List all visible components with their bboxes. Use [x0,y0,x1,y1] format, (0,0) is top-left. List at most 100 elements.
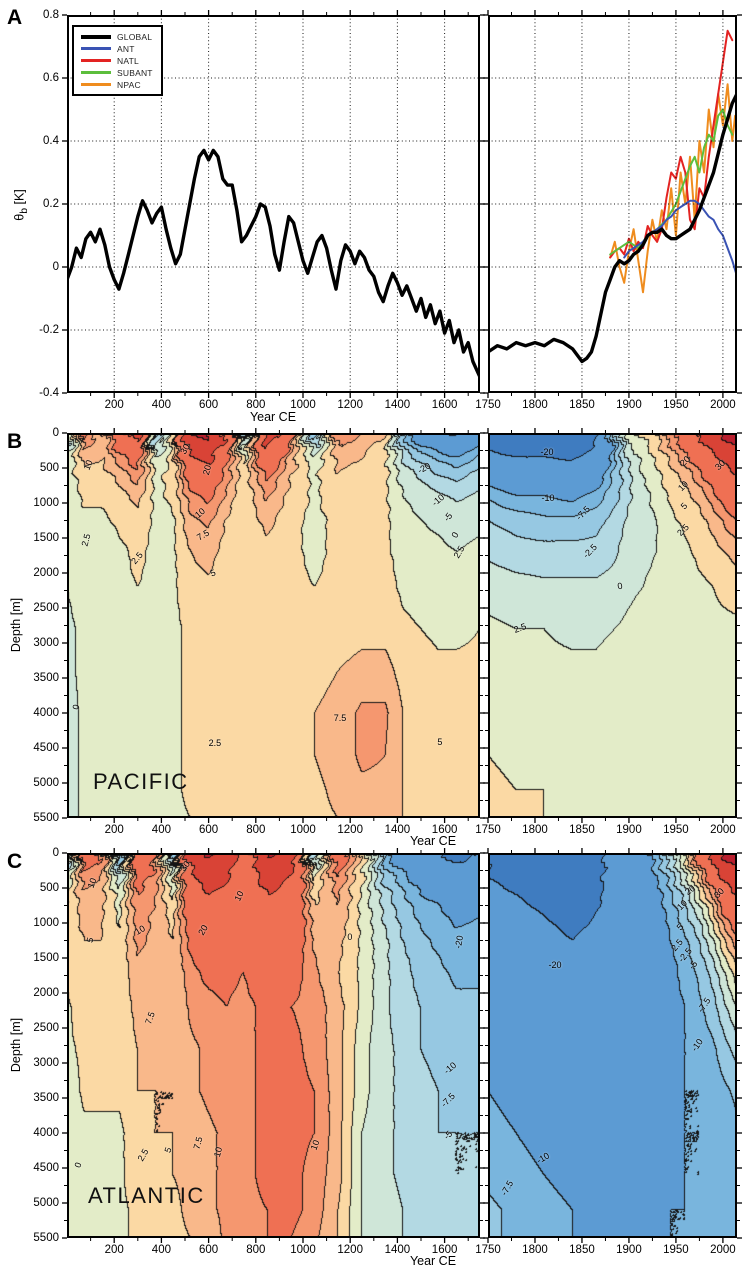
x-tick-label: 1950 [663,824,689,836]
panel-c-letter: C [7,850,23,873]
x-tick-label: 2000 [710,1244,736,1256]
y-tick-label: 500 [39,882,59,894]
y-tick-label: 0 [52,261,59,273]
x-tick-label: 1800 [522,399,548,411]
contour-label: -20 [540,446,554,457]
y-tick-label: 1500 [33,532,59,544]
y-tick-label: 0 [52,427,59,439]
y-tick-label: 4500 [33,742,59,754]
legend-entry-npac: NPAC [81,80,153,90]
pacific-contour-canvas-right [488,433,737,818]
legend-line-swatch [81,47,111,50]
x-tick-label: 600 [199,399,219,411]
x-tick-label: 800 [246,1244,266,1256]
panel-b-left-plot: PACIFIC 10 2.5 30 20 10 7.5 2.5 5 2.5 0 7.5 5 -20 -10… [62,428,485,823]
x-tick-label: 1750 [475,1244,501,1256]
x-tick-label: 1850 [569,1244,595,1256]
x-tick-label: 200 [104,824,124,836]
x-tick-label: 800 [246,399,266,411]
theta-unit: [K] [12,189,27,209]
y-tick-label: 2500 [33,1022,59,1034]
legend-line-swatch [81,59,111,62]
panel-b-letter: B [7,430,23,453]
axis-ticks [62,428,485,823]
axis-ticks [62,848,485,1243]
y-tick-label: 1000 [33,917,59,929]
theta-symbol: θ [12,213,27,221]
y-tick-label: 0 [52,847,59,859]
axis-ticks [483,10,742,398]
series-global [488,92,737,364]
y-tick-label: 3500 [33,672,59,684]
y-tick-label: 2500 [33,602,59,614]
legend-label: ANT [117,43,135,54]
legend-label: GLOBAL [117,31,153,42]
y-tick-label: 0.4 [43,135,59,147]
pacific-label: PACIFIC [93,769,189,794]
y-tick-label: 1000 [33,497,59,509]
panel-c-left-plot: ATLANTIC 10 5 10 30 20 10 7.5 0 -20 -10 -7.5 -5 0 2.5… [62,848,485,1243]
x-tick-label: 1200 [337,1244,363,1256]
panel-a-ylabel: θb [K] [12,189,30,221]
legend: GLOBAL ANT NATL SUBANT NPAC [72,25,163,96]
x-tick-label: 1600 [431,1244,458,1256]
x-tick-label: 1400 [384,824,411,836]
x-tick-label: 1750 [475,399,501,411]
contour-label: 0 [347,931,353,942]
legend-entry-global: GLOBAL [81,31,153,42]
line-chart [67,148,480,379]
x-tick-label: 1400 [384,1244,411,1256]
y-tick-label: 0.6 [43,72,59,84]
x-tick-label: 1000 [290,824,316,836]
legend-entry-subant: SUBANT [81,68,153,78]
x-tick-label: 400 [151,399,171,411]
panel-a-left-plot: GLOBAL ANT NATL SUBANT NPAC [62,10,485,398]
y-tick-label: 0.2 [43,198,59,210]
x-tick-label: 600 [199,1244,219,1256]
y-tick-label: 4500 [33,1162,59,1174]
x-tick-label: 2000 [710,399,736,411]
series-subant [609,108,734,256]
x-tick-label: 1800 [522,824,548,836]
legend-label: NATL [117,55,139,66]
atlantic-label: ATLANTIC [88,1183,205,1208]
atlantic-contour-canvas-left [67,853,480,1238]
y-tick-label: 3000 [33,1057,59,1069]
x-tick-label: 1850 [569,399,595,411]
contour-label: 5 [437,737,443,748]
y-tick-label: 4000 [33,1127,59,1139]
panel-b-right-plot: -20 -10 -7.5 -2.5 0 2.5 20 30 10 5 2.5 [483,428,742,823]
y-tick-label: 2000 [33,987,59,999]
legend-line-swatch [81,83,111,86]
x-tick-label: 1750 [475,824,501,836]
y-tick-label: 5500 [33,812,59,824]
axis-ticks [483,428,742,823]
x-tick-label: 1850 [569,824,595,836]
x-tick-label: 200 [104,399,124,411]
panel-c-xlabel: Year CE [409,1254,457,1268]
legend-line-swatch [81,34,111,39]
x-tick-label: 1800 [522,1244,548,1256]
contour-label: 7.5 [333,712,347,723]
x-tick-label: 400 [151,824,171,836]
x-tick-label: 1000 [290,399,316,411]
series-global [67,148,480,379]
theta-subscript: b [18,208,30,214]
y-tick-label: 2000 [33,567,59,579]
panel-b-xlabel: Year CE [409,834,457,848]
y-tick-label: 500 [39,462,59,474]
legend-line-swatch [81,71,111,74]
y-tick-label: -0.2 [39,324,59,336]
contour-label: 2.5 [208,737,222,748]
x-tick-label: 1950 [663,1244,689,1256]
x-tick-label: 1600 [431,399,458,411]
y-tick-label: -0.4 [39,387,59,399]
y-tick-label: 0.8 [43,9,59,21]
contour-label: -10 [541,493,555,504]
x-tick-label: 1000 [290,1244,316,1256]
x-tick-label: 1900 [616,824,642,836]
x-tick-label: 1200 [337,399,363,411]
line-chart [488,29,737,364]
contour-label: -20 [548,960,562,971]
